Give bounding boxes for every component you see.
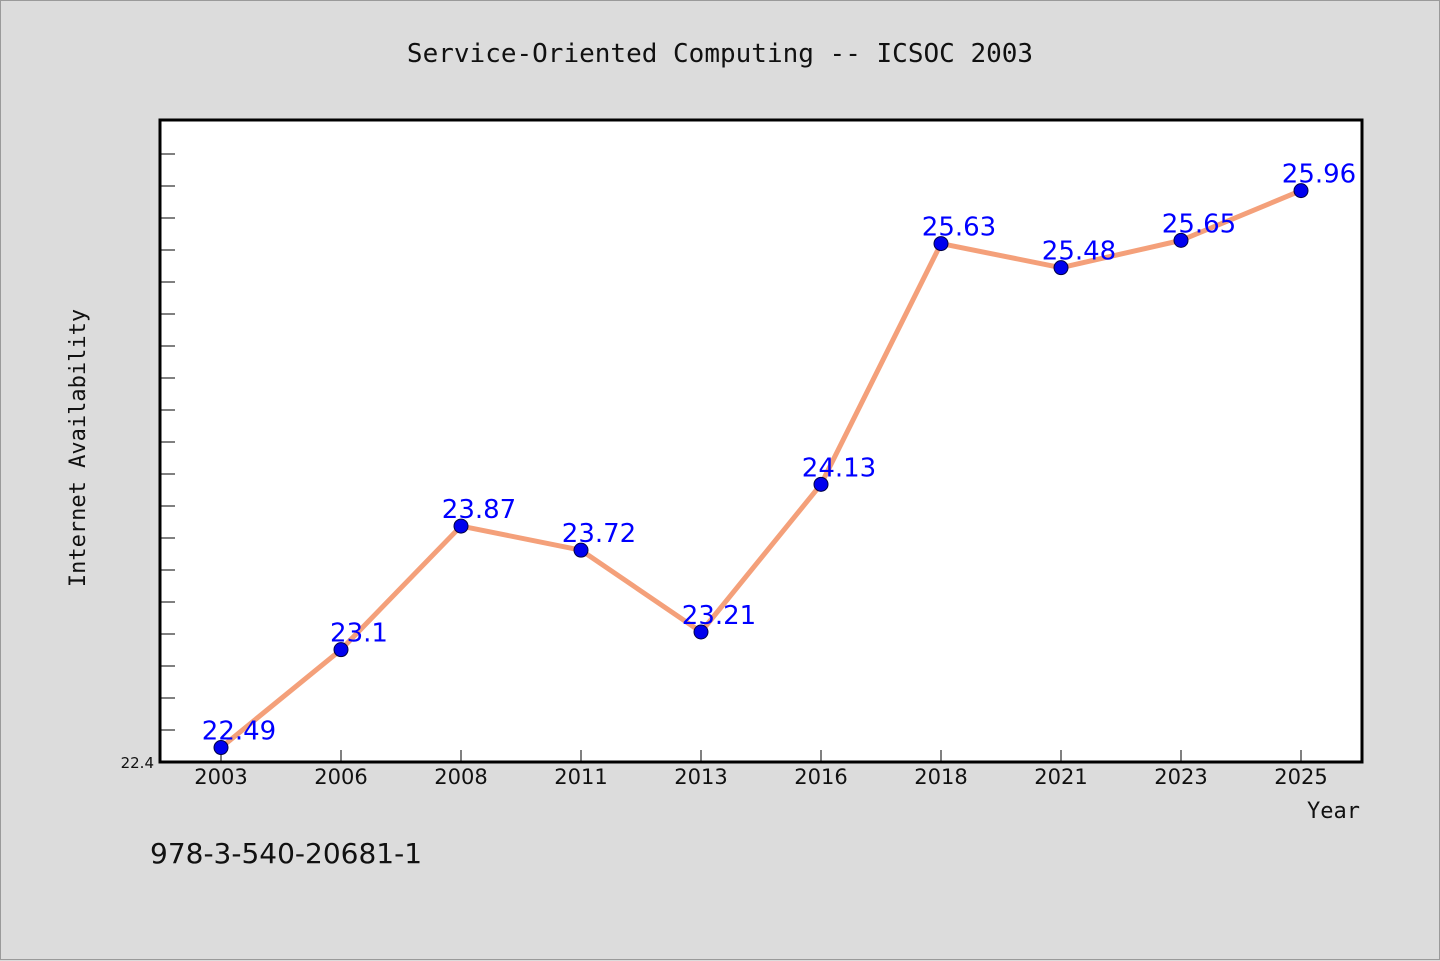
data-label: 23.21: [682, 601, 756, 631]
series-line-segment: [458, 523, 584, 553]
series-line-segment: [578, 547, 704, 635]
data-point-marker: [933, 236, 949, 252]
data-point-marker: [213, 740, 229, 756]
y-axis-label: Internet Availability: [66, 309, 91, 587]
series-line-segment: [818, 241, 944, 487]
series-line-segment: [938, 241, 1064, 271]
data-point-marker: [813, 476, 829, 492]
plot-area: [158, 118, 1364, 764]
series-line-segment: [338, 523, 464, 653]
data-label: 25.65: [1162, 209, 1236, 239]
data-label: 23.72: [562, 519, 636, 549]
data-label: 25.96: [1282, 160, 1356, 190]
data-point-marker: [333, 642, 349, 658]
data-label: 23.87: [442, 495, 516, 525]
x-tick-label: 2021: [1034, 765, 1087, 789]
data-point-marker: [1053, 260, 1069, 276]
x-tick-label: 2018: [914, 765, 967, 789]
chart-title: Service-Oriented Computing -- ICSOC 2003: [407, 39, 1033, 69]
data-point-marker: [1173, 232, 1189, 248]
data-point-marker: [693, 624, 709, 640]
series-line-group: [218, 188, 1304, 751]
data-label: 25.48: [1042, 237, 1116, 267]
x-tick-label: 2008: [434, 765, 487, 789]
x-tick-label: 2003: [194, 765, 247, 789]
data-point-marker: [1293, 183, 1309, 199]
x-tick-label: 2016: [794, 765, 847, 789]
data-point-marker: [573, 542, 589, 558]
data-label: 24.13: [802, 453, 876, 483]
data-label: 25.63: [922, 213, 996, 243]
data-markers: [213, 183, 1309, 756]
x-tick-label: 2006: [314, 765, 367, 789]
y-tick-label: 22.4: [121, 754, 154, 772]
x-tick-labels: 2003 2006 2008 2011 2013 2016 2018 2021 2023 2025: [194, 765, 1327, 789]
x-tick-label: 2013: [674, 765, 727, 789]
data-label: 23.1: [330, 619, 388, 649]
y-axis-ticks: [160, 153, 175, 763]
data-point-marker: [453, 518, 469, 534]
data-labels: 22.49 23.1 23.87 23.72 23.21 24.13 25.63 25.48 2…: [202, 160, 1356, 747]
data-label: 22.49: [202, 717, 276, 747]
footer-isbn: 978-3-540-20681-1: [150, 837, 422, 870]
series-line-segment: [1178, 188, 1304, 243]
x-tick-label: 2025: [1274, 765, 1327, 789]
x-axis-label: Year: [1307, 799, 1360, 824]
series-line-segment: [1058, 237, 1184, 271]
x-tick-label: 2011: [554, 765, 607, 789]
x-tick-label: 2023: [1154, 765, 1207, 789]
series-line-segment: [218, 647, 344, 751]
series-line-segment: [698, 481, 824, 635]
